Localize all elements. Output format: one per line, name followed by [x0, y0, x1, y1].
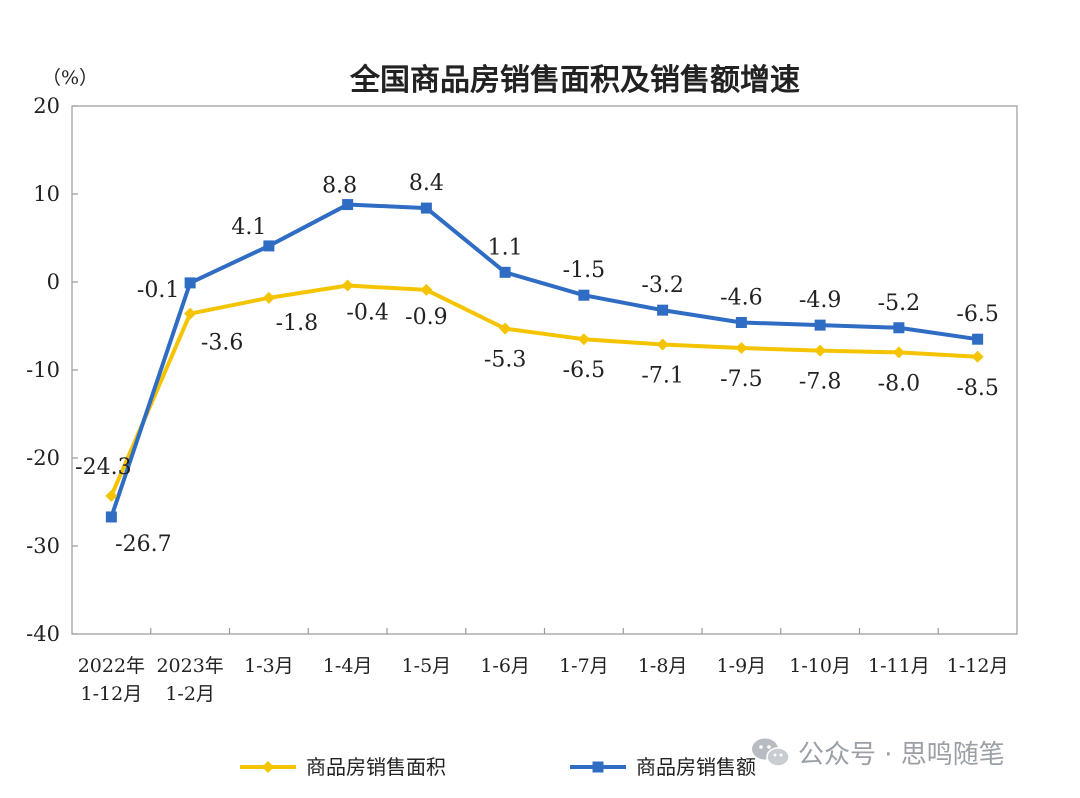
data-label-sales-area: -8.5	[956, 376, 998, 401]
data-point-sales-amount	[499, 266, 511, 278]
legend-marker-diamond	[262, 761, 274, 773]
data-label-sales-amount: 1.1	[488, 235, 523, 260]
series-line-sales-amount	[109, 202, 980, 519]
data-label-sales-area: -3.6	[201, 331, 243, 356]
data-point-sales-amount	[184, 277, 196, 289]
data-label-sales-area: -7.1	[641, 363, 683, 388]
y-tick-label: -20	[26, 446, 60, 470]
x-tick-label: 1-4月	[323, 655, 373, 677]
data-point-sales-area	[341, 279, 354, 292]
y-tick-label: -30	[26, 534, 60, 558]
data-point-sales-amount	[420, 202, 432, 214]
x-tick-label: 2023年	[156, 655, 223, 677]
y-axis-unit: （%）	[42, 67, 98, 89]
data-point-sales-area	[892, 346, 905, 359]
data-point-sales-area	[262, 291, 275, 304]
data-label-sales-area: -8.0	[878, 371, 920, 396]
data-label-sales-area: -7.8	[799, 370, 841, 395]
x-tick-label: 1-2月	[165, 683, 215, 705]
data-point-sales-amount	[578, 289, 590, 301]
plot-area-frame	[71, 105, 1018, 635]
data-label-sales-amount: -1.5	[563, 258, 605, 283]
data-point-sales-area	[735, 342, 748, 354]
data-label-sales-area: -24.3	[75, 455, 131, 480]
y-tick-label: -10	[26, 358, 60, 382]
data-point-sales-amount	[735, 316, 747, 328]
wechat-icon	[752, 738, 790, 767]
data-label-sales-amount: -4.6	[720, 285, 762, 310]
data-point-sales-area	[577, 333, 590, 346]
data-label-sales-amount: -26.7	[115, 532, 171, 557]
x-tick-label: 1-7月	[559, 655, 609, 677]
data-label-sales-amount: -0.1	[137, 278, 179, 303]
x-tick-label: 1-8月	[638, 655, 688, 677]
watermark: 公众号 · 思鸣随笔	[752, 738, 1005, 770]
legend: 商品房销售面积 商品房销售额	[240, 755, 756, 779]
data-label-sales-area: -7.5	[720, 367, 762, 392]
x-tick-label: 1-6月	[480, 655, 530, 677]
data-point-sales-area	[971, 350, 984, 363]
data-label-sales-amount: -4.9	[799, 288, 841, 313]
y-tick-label: 10	[33, 182, 60, 206]
data-label-sales-area: -5.3	[484, 348, 526, 373]
data-label-sales-area: -1.8	[276, 311, 318, 336]
legend-label: 商品房销售面积	[306, 755, 446, 779]
data-point-sales-area	[184, 307, 197, 320]
x-tick-label: 1-10月	[789, 655, 851, 677]
data-label-sales-amount: -5.2	[878, 291, 920, 316]
chart-title: 全国商品房销售面积及销售额增速	[349, 63, 800, 98]
data-label-sales-amount: -6.5	[956, 302, 998, 327]
data-point-sales-amount	[342, 199, 354, 211]
y-tick-label: 0	[47, 270, 60, 294]
y-tick-label: -40	[26, 622, 60, 646]
data-label-sales-area: -0.9	[405, 305, 447, 330]
data-point-sales-area	[420, 283, 433, 296]
x-tick-label: 2022年	[78, 655, 145, 677]
data-label-sales-area: -6.5	[563, 358, 605, 383]
data-label-sales-amount: 8.4	[409, 171, 444, 196]
data-point-sales-amount	[263, 240, 275, 252]
data-point-sales-amount	[814, 319, 826, 331]
data-label-sales-amount: 8.8	[322, 174, 357, 199]
series-line-sales-area	[109, 283, 980, 498]
y-tick-label: 20	[33, 94, 60, 118]
legend-label: 商品房销售额	[636, 755, 756, 779]
data-point-sales-area	[656, 338, 669, 351]
data-point-sales-amount	[972, 333, 984, 345]
x-tick-label: 1-11月	[868, 655, 930, 677]
x-tick-label: 1-5月	[402, 655, 452, 677]
data-point-sales-area	[499, 322, 512, 335]
data-point-sales-amount	[105, 511, 117, 523]
watermark-text: 公众号 · 思鸣随笔	[798, 740, 1005, 770]
data-point-sales-amount	[657, 304, 669, 316]
x-tick-label: 1-9月	[717, 655, 767, 677]
data-point-sales-area	[814, 344, 827, 357]
data-label-sales-amount: -3.2	[641, 273, 683, 298]
x-tick-label: 1-12月	[81, 683, 143, 705]
data-label-sales-area: -0.4	[346, 301, 388, 326]
x-tick-label: 1-3月	[244, 655, 294, 677]
data-label-sales-amount: 4.1	[231, 215, 266, 240]
data-point-sales-amount	[893, 322, 905, 334]
legend-marker-square	[592, 761, 604, 773]
x-tick-label: 1-12月	[947, 655, 1009, 677]
data-point-sales-area	[105, 489, 118, 502]
